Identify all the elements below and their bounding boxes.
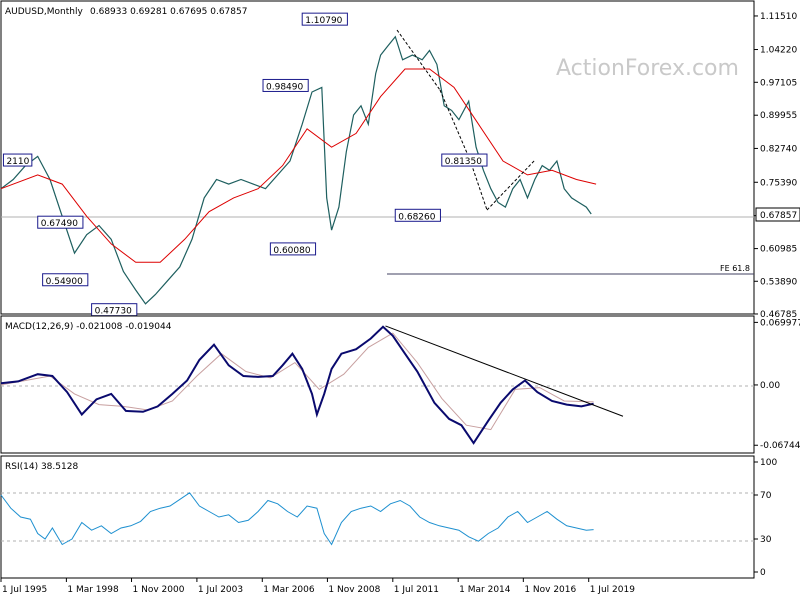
price-panel: AUDUSD,Monthly 0.68933 0.69281 0.67695 0… bbox=[0, 0, 800, 320]
annotation-box bbox=[441, 153, 488, 167]
macd-y-tick-label: 0.00 bbox=[760, 381, 780, 391]
annotation-box bbox=[2, 153, 33, 167]
rsi-y-axis: 100 70 30 0 bbox=[754, 458, 777, 578]
annotation-label: 0.98490 bbox=[266, 82, 303, 92]
x-axis-tick-label: 1 Mar 2006 bbox=[263, 585, 315, 595]
rsi-panel: RSI(14) 38.5128 100 70 30 0 bbox=[0, 455, 777, 579]
x-axis-tick-label: 1 Mar 2014 bbox=[459, 585, 511, 595]
price-y-tick-label: 1.11510 bbox=[760, 12, 797, 22]
rsi-line bbox=[0, 492, 594, 546]
rsi-y-tick-label: 0 bbox=[760, 568, 766, 578]
annotation-label: 0.60080 bbox=[273, 246, 310, 256]
watermark: ActionForex.com bbox=[556, 56, 739, 81]
macd-trendline bbox=[385, 325, 624, 417]
rsi-title: RSI(14) 38.5128 bbox=[5, 462, 78, 472]
macd-panel-frame bbox=[0, 315, 755, 454]
annotation-box bbox=[42, 273, 89, 287]
x-axis-tick-label: 1 Jul 2019 bbox=[590, 585, 635, 595]
rsi-panel-frame bbox=[0, 455, 755, 579]
x-axis-tick-label: 1 Nov 2016 bbox=[524, 585, 576, 595]
annotation-label: 2110 bbox=[6, 157, 29, 167]
price-y-tick-label: 0.97105 bbox=[760, 78, 797, 88]
annotation-box bbox=[394, 208, 441, 222]
macd-signal-line bbox=[0, 332, 594, 431]
annotation-box bbox=[37, 215, 84, 229]
price-series-line bbox=[0, 35, 592, 305]
price-panel-frame bbox=[0, 0, 755, 315]
price-y-tick-label: 0.60985 bbox=[760, 245, 797, 255]
projection-dashed-line-2 bbox=[486, 159, 536, 211]
annotation-label: 0.54900 bbox=[46, 277, 83, 287]
annotation-label: 0.67490 bbox=[41, 219, 78, 229]
annotation-label: 0.68260 bbox=[398, 212, 435, 222]
rsi-y-tick-label: 100 bbox=[760, 458, 777, 468]
projection-dashed-line-0 bbox=[396, 29, 441, 91]
macd-y-tick-label: 0.069977 bbox=[760, 318, 800, 328]
price-y-tick-label: 0.82740 bbox=[760, 144, 797, 154]
rsi-y-tick-label: 70 bbox=[760, 491, 772, 501]
annotation-box bbox=[262, 78, 309, 92]
macd-main-line bbox=[0, 325, 594, 445]
annotation-label: 0.47730 bbox=[95, 307, 132, 317]
price-y-tick-label: 1.04220 bbox=[760, 46, 797, 56]
moving-average-line bbox=[0, 68, 597, 263]
price-y-tick-label: 0.46785 bbox=[760, 310, 797, 320]
annotation-label: 0.81350 bbox=[445, 157, 482, 167]
macd-y-tick-label: -0.067448 bbox=[760, 441, 800, 451]
macd-y-axis: 0.069977 0.00 -0.067448 bbox=[754, 318, 800, 451]
x-axis-tick-label: 1 Jul 2003 bbox=[198, 585, 243, 595]
price-annotations: 2110 0.67490 0.54900 0.47730 0.98490 0.60080 1… bbox=[2, 12, 488, 317]
price-y-tick-label: 0.75390 bbox=[760, 178, 797, 188]
fe-label: FE 61.8 bbox=[720, 264, 750, 273]
last-price-box bbox=[755, 207, 800, 222]
rsi-y-tick-label: 30 bbox=[760, 535, 772, 545]
macd-panel: MACD(12,26,9) -0.021008 -0.019044 0.0699… bbox=[0, 315, 800, 454]
price-ohlc-header: 0.68933 0.69281 0.67695 0.67857 bbox=[90, 7, 247, 17]
price-y-tick-label: 0.53890 bbox=[760, 277, 797, 287]
x-axis-tick-label: 1 Jul 1995 bbox=[2, 585, 47, 595]
x-axis: 1 Jul 1995 1 Mar 1998 1 Nov 2000 1 Jul 2003… bbox=[0, 578, 635, 595]
annotation-box bbox=[269, 242, 317, 256]
macd-title: MACD(12,26,9) -0.021008 -0.019044 bbox=[5, 322, 172, 332]
last-price-label: 0.67857 bbox=[760, 211, 797, 221]
x-axis-tick-label: 1 Mar 1998 bbox=[67, 585, 119, 595]
annotation-label: 1.10790 bbox=[305, 16, 342, 26]
annotation-box bbox=[301, 12, 348, 26]
x-axis-tick-label: 1 Nov 2008 bbox=[328, 585, 380, 595]
price-y-tick-label: 0.89955 bbox=[760, 111, 797, 121]
x-axis-tick-label: 1 Nov 2000 bbox=[133, 585, 185, 595]
price-title: AUDUSD,Monthly bbox=[5, 7, 83, 17]
x-axis-tick-label: 1 Jul 2011 bbox=[394, 585, 439, 595]
